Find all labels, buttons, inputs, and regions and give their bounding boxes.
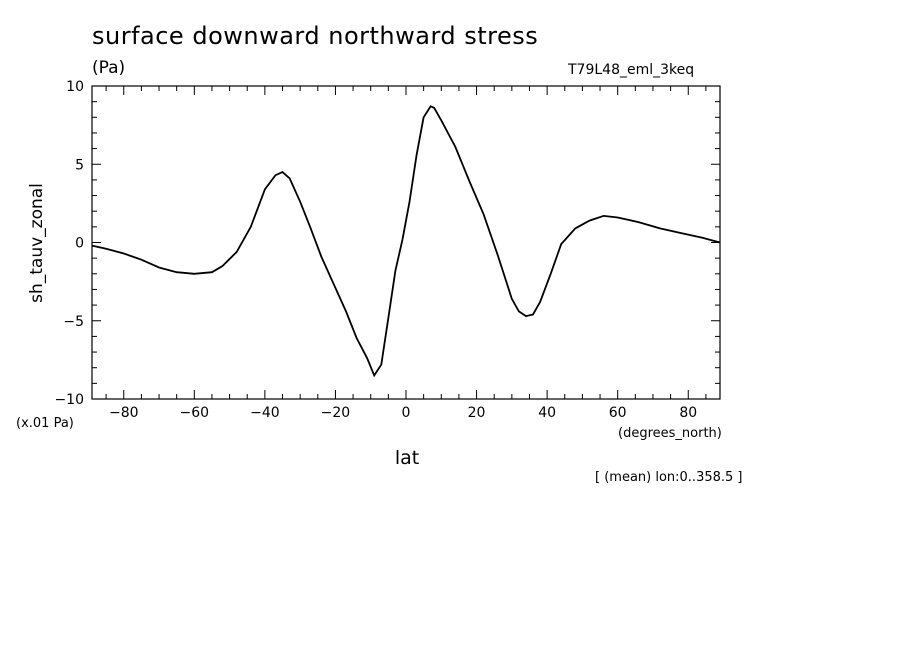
y-tick-label: −10: [54, 392, 84, 408]
x-tick-label: −60: [180, 405, 210, 421]
y-tick-label: 5: [75, 157, 84, 173]
x-tick-label: −40: [250, 405, 280, 421]
x-tick-label: 60: [609, 405, 627, 421]
mean-note: [ (mean) lon:0..358.5 ]: [595, 470, 743, 485]
chart-title: surface downward northward stress: [92, 22, 539, 50]
plot-frame: [91, 85, 721, 400]
x-axis-label: lat: [394, 447, 420, 469]
x-axis-ticks: −80 −60 −40 −20 0 20 40 60 80: [105, 86, 707, 421]
run-label: T79L48_eml_3keq: [568, 62, 695, 78]
x-tick-label: 40: [538, 405, 556, 421]
y-tick-label: 0: [75, 236, 84, 252]
y-axis-ticks: −10 −5 0 5 10: [54, 79, 720, 408]
series-line: [91, 105, 721, 378]
y-tick-label: 10: [66, 79, 84, 95]
x-tick-label: 0: [402, 405, 411, 421]
x-tick-label: −20: [321, 405, 351, 421]
x-tick-label: −80: [109, 405, 139, 421]
y-scale-label: (x.01 Pa): [16, 416, 74, 431]
x-tick-label: 80: [679, 405, 697, 421]
y-tick-label: −5: [63, 314, 84, 330]
chart-units: (Pa): [92, 58, 126, 78]
x-tick-label: 20: [468, 405, 486, 421]
y-axis-label: sh_tauv_zonal: [27, 183, 47, 303]
x-units-label: (degrees_north): [618, 426, 722, 441]
axes: [91, 85, 721, 400]
